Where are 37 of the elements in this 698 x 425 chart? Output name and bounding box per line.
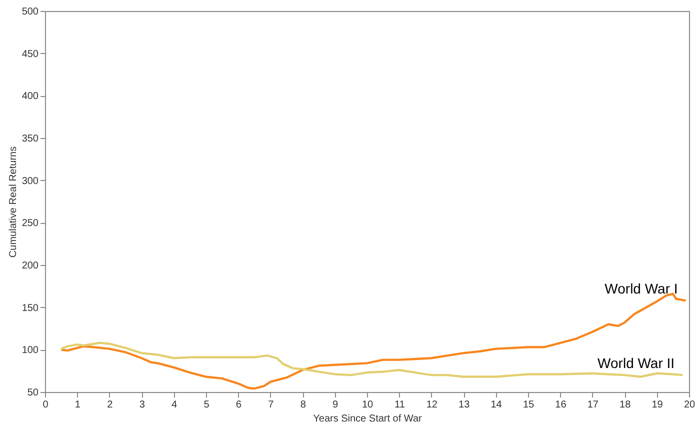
x-tick-label: 0: [42, 400, 49, 410]
x-tick-label: 15: [522, 400, 534, 410]
y-tick-label: 250: [22, 218, 39, 230]
y-tick-label: 200: [22, 260, 39, 272]
y-tick-label: 300: [22, 176, 39, 187]
line-series: [60, 342, 684, 378]
x-tick-label: 6: [236, 400, 242, 410]
x-tick-label: 17: [587, 400, 599, 410]
y-tick-label: 150: [22, 302, 39, 314]
y-tick-label: 350: [22, 134, 39, 144]
x-tick-label: 4: [172, 400, 178, 410]
x-tick-label: 5: [204, 400, 210, 410]
x-tick-label: 8: [300, 400, 306, 410]
y-tick-label: 50: [27, 388, 39, 398]
line-series: [60, 292, 687, 390]
x-tick-label: 7: [268, 400, 274, 410]
y-tick-label: 400: [22, 91, 39, 102]
y-tick-label: 500: [22, 6, 39, 18]
x-tick-label: 16: [555, 400, 567, 410]
x-axis-title: Years Since Start of War: [313, 414, 423, 424]
x-tick-label: 12: [426, 400, 438, 410]
x-tick-label: 14: [490, 400, 502, 410]
x-tick-label: 3: [139, 400, 146, 410]
x-tick-label: 2: [107, 400, 114, 410]
series-label: World War II: [598, 355, 675, 372]
x-tick-label: 13: [458, 400, 470, 410]
y-tick-label: 450: [22, 48, 39, 60]
y-tick-label: 100: [22, 345, 39, 356]
y-axis-title: Cumulative Real Returns: [8, 146, 19, 258]
x-tick-label: 10: [362, 400, 374, 410]
x-tick-label: 20: [684, 400, 696, 410]
x-tick-label: 11: [394, 400, 406, 410]
x-tick-label: 9: [332, 400, 339, 410]
series-label: World War I: [604, 280, 678, 297]
x-tick-label: 1: [74, 400, 81, 410]
x-tick-label: 18: [620, 400, 632, 410]
x-tick-label: 19: [652, 400, 664, 410]
